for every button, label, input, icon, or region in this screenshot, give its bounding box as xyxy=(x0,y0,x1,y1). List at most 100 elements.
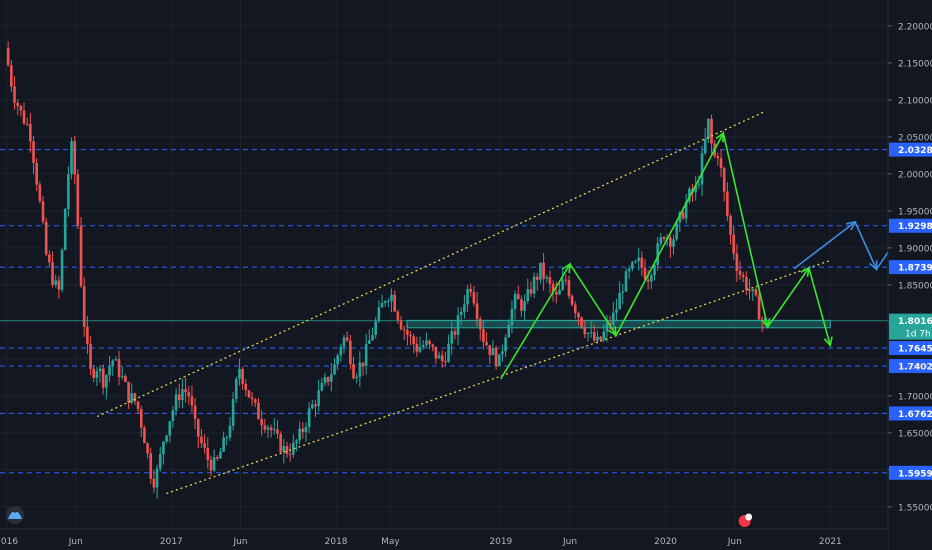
tradingview-logo[interactable] xyxy=(6,506,24,524)
candle-body xyxy=(190,396,194,406)
candle-body xyxy=(634,261,637,263)
candle-body xyxy=(383,301,387,303)
time-tick-label: 2016 xyxy=(0,537,18,547)
candle-body xyxy=(440,355,444,362)
candle-body xyxy=(89,343,92,369)
candle-body xyxy=(257,402,260,420)
candle-body xyxy=(342,337,346,347)
candle-body xyxy=(298,428,301,441)
candle-body xyxy=(526,289,530,302)
candle-body xyxy=(564,279,568,281)
candle-body xyxy=(304,426,308,433)
candle-body xyxy=(330,374,333,382)
candle-body xyxy=(307,408,311,427)
candle-body xyxy=(726,191,729,216)
level-label-bg xyxy=(889,406,932,421)
level-label: 2.03280 xyxy=(898,146,932,156)
candle-body xyxy=(406,330,409,336)
candle-body xyxy=(444,361,447,363)
candle-body xyxy=(181,389,184,401)
price-tick-label: 1.70000 xyxy=(898,392,932,402)
candle-body xyxy=(513,294,517,309)
candle-body xyxy=(177,394,181,401)
candle-body xyxy=(203,443,206,448)
candle-body xyxy=(631,262,634,269)
candle-body xyxy=(501,351,504,355)
price-tick-label: 1.85000 xyxy=(898,281,932,291)
candle-body xyxy=(35,162,38,185)
candle-body xyxy=(288,454,292,456)
candle-body xyxy=(459,311,463,316)
event-icon[interactable] xyxy=(738,513,753,528)
candle-body xyxy=(627,268,631,272)
price-axis-bg xyxy=(888,0,932,550)
candle-body xyxy=(453,331,457,335)
green-projection-arrowhead xyxy=(800,266,810,277)
price-tick-label: 1.95000 xyxy=(898,207,932,217)
candle-body xyxy=(130,393,134,403)
candle-body xyxy=(139,409,143,428)
candle-body xyxy=(599,336,602,340)
candle-body xyxy=(82,286,86,327)
candle-body xyxy=(669,237,672,247)
candle-body xyxy=(339,346,343,356)
candle-body xyxy=(485,342,488,346)
candle-body xyxy=(193,405,197,420)
candle-body xyxy=(117,359,121,377)
price-axis[interactable]: 2.20000 2.15000 2.10000 2.05000 2.00000 1.950… xyxy=(887,0,932,550)
candle-body xyxy=(716,156,720,159)
candle-body xyxy=(659,237,663,244)
candle-body xyxy=(336,355,339,365)
price-tick-label: 2.05000 xyxy=(898,133,932,143)
time-tick-label: May xyxy=(381,537,400,547)
blue-projection-arrowhead xyxy=(846,220,857,231)
candle-body xyxy=(643,267,647,280)
time-axis[interactable]: 2016 Jun 2017 Jun 2018 May 2019 Jun 2020 Jun 2021 xyxy=(0,528,888,550)
candle-body xyxy=(48,254,51,263)
candle-body xyxy=(86,326,89,344)
candle-body xyxy=(722,168,726,192)
candle-body xyxy=(380,302,384,308)
current-price-label-bg xyxy=(889,313,932,340)
candle-body xyxy=(456,315,460,335)
candle-body xyxy=(618,292,621,310)
countdown-label: 1d 7h xyxy=(905,330,931,340)
candle-body xyxy=(352,364,355,379)
candle-body xyxy=(16,102,19,106)
candle-body xyxy=(681,212,685,219)
logo-cloud-icon xyxy=(8,511,22,519)
candle-body xyxy=(745,277,748,291)
candle-body xyxy=(415,344,419,352)
candle-body xyxy=(266,427,270,430)
candle-body xyxy=(127,381,130,403)
candle-body xyxy=(238,369,241,379)
candle-body xyxy=(171,410,175,422)
candle-body xyxy=(295,440,298,443)
candle-body xyxy=(200,436,203,444)
candle-body xyxy=(412,336,416,345)
candle-body xyxy=(561,279,564,290)
candle-body xyxy=(678,212,682,223)
candle-body xyxy=(516,294,520,300)
candle-body xyxy=(532,276,536,294)
candle-body xyxy=(345,337,349,341)
candle-body xyxy=(301,428,305,433)
candle-body xyxy=(158,454,162,469)
candle-body xyxy=(355,376,358,379)
time-tick-label: Jun xyxy=(233,537,248,547)
candle-body xyxy=(757,295,761,320)
green-projection-arrowhead xyxy=(761,318,771,329)
green-projection-arrowhead xyxy=(715,131,725,143)
candle-body xyxy=(377,307,381,322)
candle-body xyxy=(735,253,739,271)
candle-body xyxy=(19,105,23,111)
candle-body xyxy=(146,443,149,454)
candle-body xyxy=(260,419,263,426)
candle-body xyxy=(44,221,48,255)
candle-body xyxy=(672,239,675,247)
event-badge-icon xyxy=(745,513,753,521)
level-label-bg xyxy=(889,341,932,356)
candle-body xyxy=(219,451,222,459)
